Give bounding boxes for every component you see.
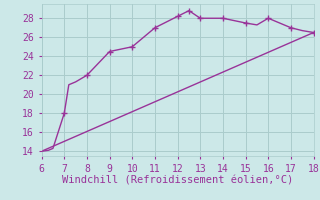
X-axis label: Windchill (Refroidissement éolien,°C): Windchill (Refroidissement éolien,°C)	[62, 175, 293, 185]
